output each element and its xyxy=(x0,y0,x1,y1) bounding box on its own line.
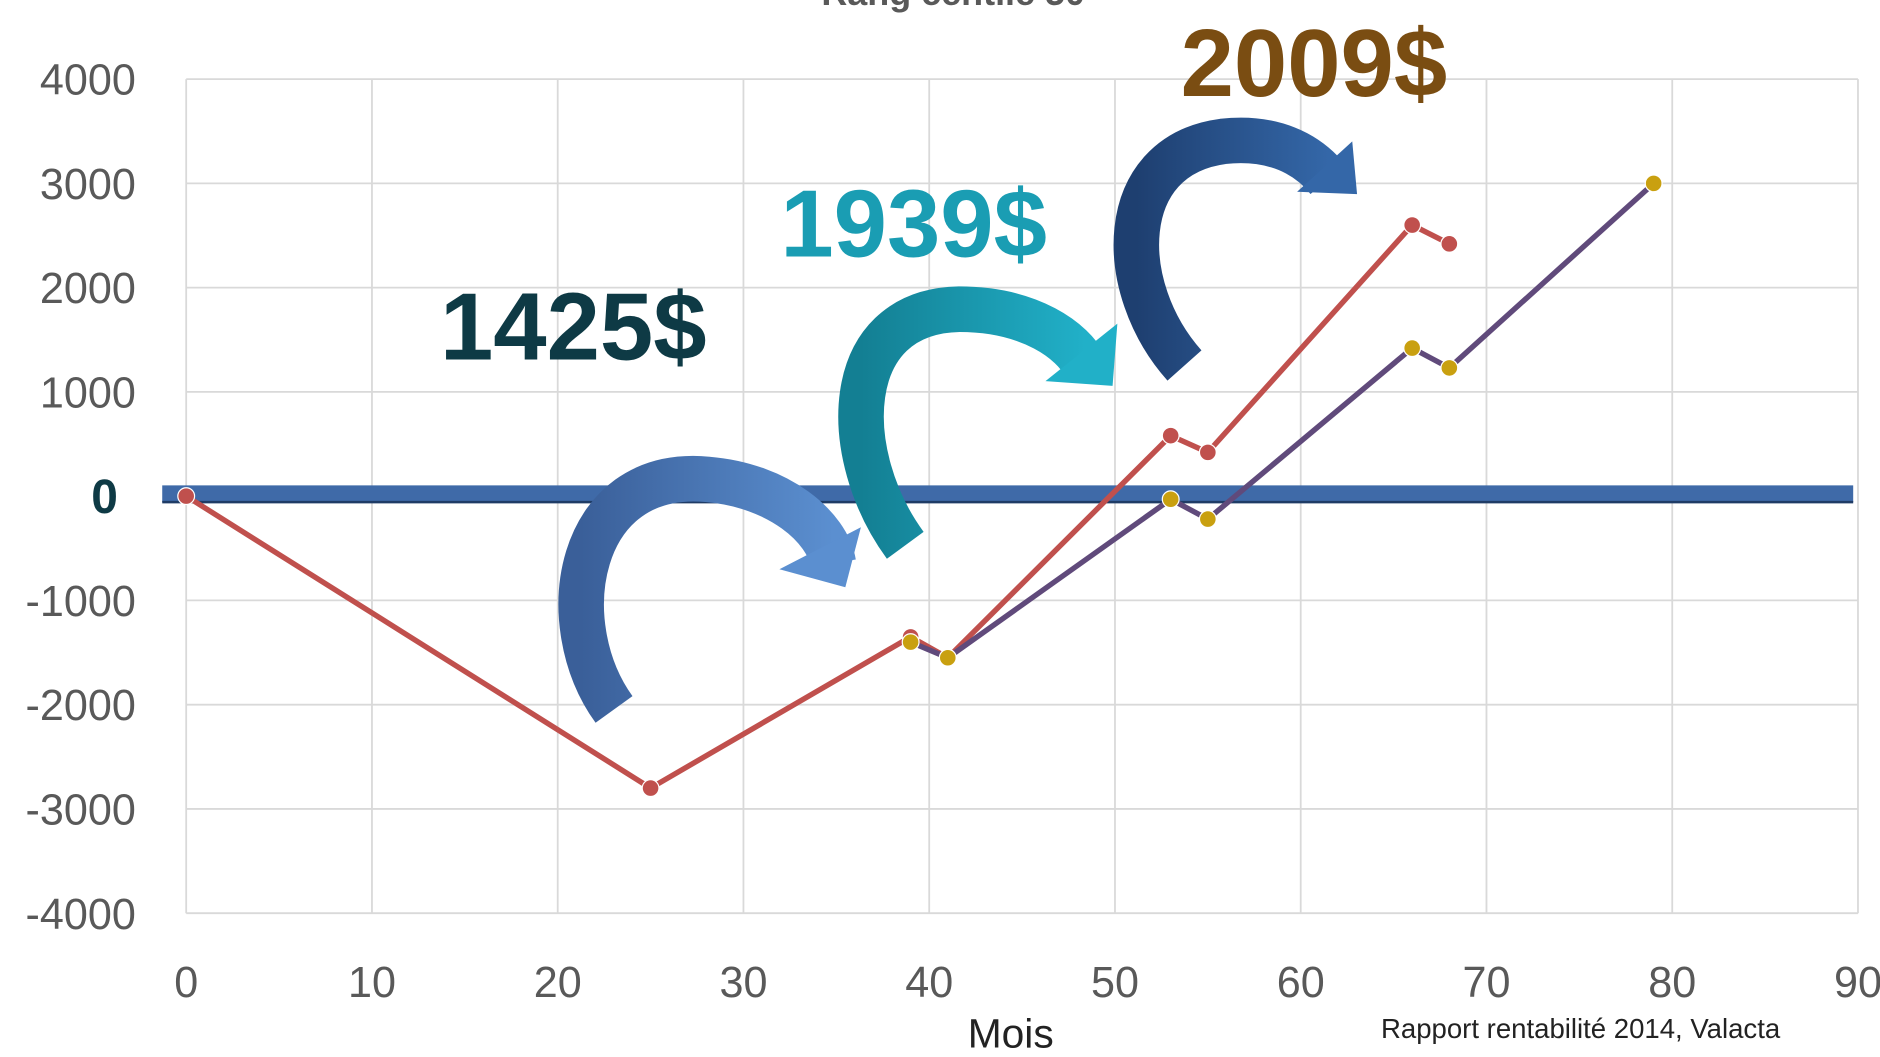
curved-arrow xyxy=(861,309,1085,545)
data-point xyxy=(1162,427,1179,444)
y-tick-label: 2000 xyxy=(40,265,136,313)
x-tick-label: 20 xyxy=(534,959,582,1007)
data-point xyxy=(939,649,956,666)
y-tick-label: 0 xyxy=(91,471,118,524)
page: {"chart_data": { "type": "line", "title"… xyxy=(0,0,1880,1057)
chart: Rang centile 50 Mois Rapport rentabilité… xyxy=(0,0,1880,1057)
x-tick-label: 70 xyxy=(1462,959,1510,1007)
y-tick-label: 3000 xyxy=(40,161,136,209)
y-tick-label: -1000 xyxy=(26,578,136,626)
x-tick-label: 90 xyxy=(1834,959,1880,1007)
x-tick-label: 60 xyxy=(1277,959,1325,1007)
y-tick-label: 1000 xyxy=(40,369,136,417)
annotation: 2009$ xyxy=(1181,10,1448,117)
curved-arrow xyxy=(581,479,833,710)
data-point xyxy=(1199,511,1216,528)
data-point xyxy=(1441,360,1458,377)
data-point xyxy=(1404,340,1421,357)
source-note: Rapport rentabilité 2014, Valacta xyxy=(1381,1013,1781,1044)
x-tick-label: 0 xyxy=(174,959,198,1007)
data-point xyxy=(642,780,659,797)
x-axis-label: Mois xyxy=(968,1010,1054,1056)
data-point xyxy=(1441,235,1458,252)
data-point xyxy=(1162,491,1179,508)
y-tick-label: 4000 xyxy=(40,57,136,105)
chart-title: Rang centile 50 xyxy=(821,0,1085,13)
curved-arrow xyxy=(1136,140,1328,365)
x-tick-label: 50 xyxy=(1091,959,1139,1007)
y-tick-label: -2000 xyxy=(26,682,136,730)
data-point xyxy=(178,488,195,505)
y-tick-label: -4000 xyxy=(26,891,136,939)
x-tick-label: 30 xyxy=(719,959,767,1007)
x-tick-label: 80 xyxy=(1648,959,1696,1007)
x-tick-label: 10 xyxy=(348,959,396,1007)
annotation: 1939$ xyxy=(780,170,1047,277)
annotation: 1425$ xyxy=(440,274,707,381)
x-tick-label: 40 xyxy=(905,959,953,1007)
y-tick-label: -3000 xyxy=(26,787,136,835)
data-point xyxy=(1404,217,1421,234)
data-point xyxy=(1645,175,1662,192)
data-point xyxy=(1199,444,1216,461)
data-point xyxy=(902,634,919,651)
